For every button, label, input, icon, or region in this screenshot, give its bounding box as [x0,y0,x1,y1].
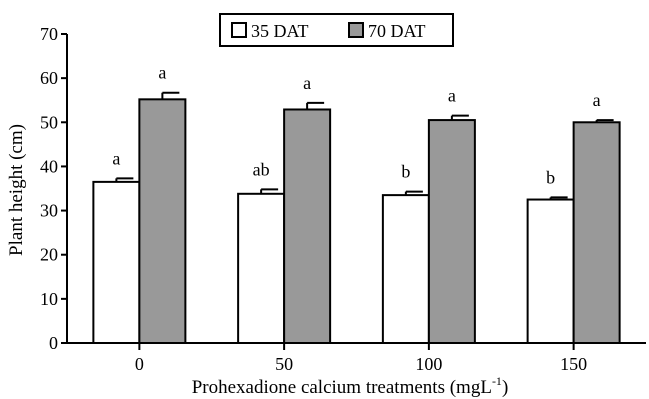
y-tick-label: 10 [40,289,58,309]
x-tick-label: 100 [415,354,442,374]
y-tick-label: 20 [40,245,58,265]
bar [92,180,141,344]
legend-swatch [231,22,247,38]
significance-label: a [593,90,601,110]
x-axis-title-suffix: ) [502,377,508,398]
bar [283,108,332,344]
y-tick-label: 60 [40,68,58,88]
x-axis-title: Prohexadione calcium treatments (mgL-1) [192,374,509,398]
bar [381,194,430,344]
legend-label: 35 DAT [251,21,309,41]
significance-label: a [158,63,166,83]
x-tick-label: 0 [135,354,144,374]
significance-label: a [303,73,311,93]
y-axis-title: Plant height (cm) [6,124,27,256]
legend: 35 DAT 70 DAT [219,13,454,47]
significance-label: a [112,148,120,168]
bar [237,192,286,344]
y-tick-label: 30 [40,201,58,221]
x-axis-title-main: Prohexadione calcium treatments (mgL [192,377,492,398]
bar [427,119,476,345]
x-tick-label: 50 [275,354,293,374]
legend-label: 70 DAT [368,21,426,41]
legend-box [219,13,454,47]
bar [138,98,187,344]
significance-label: a [448,86,456,106]
legend-swatch [348,22,364,38]
axes: 0 10 20 30 40 50 60 70 0 50 100 150 [40,24,646,374]
significance-label: ab [253,159,270,179]
bar [572,121,621,344]
bar [526,198,575,344]
y-tick-label: 40 [40,156,58,176]
significance-label: b [546,167,555,187]
y-tick-label: 70 [40,24,58,44]
x-tick-label: 150 [560,354,587,374]
y-tick-label: 50 [40,112,58,132]
x-axis-title-superscript: -1 [492,374,502,388]
significance-label: b [401,162,410,182]
y-tick-label: 0 [49,333,58,353]
